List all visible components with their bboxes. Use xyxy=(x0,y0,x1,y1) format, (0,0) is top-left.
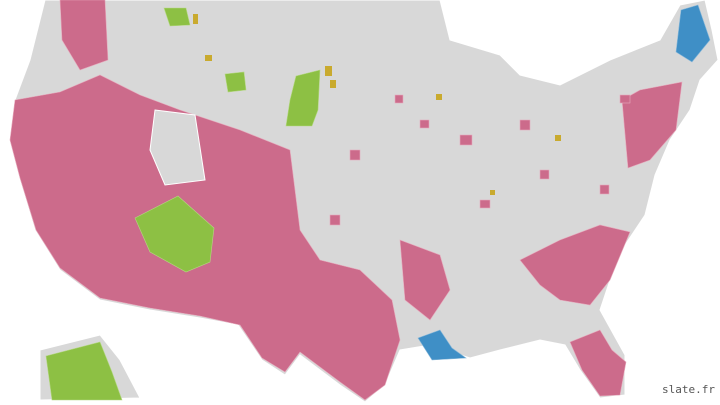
gulf-blue xyxy=(417,329,467,361)
county xyxy=(599,184,610,195)
north-green-1 xyxy=(163,7,191,27)
county xyxy=(394,94,404,104)
northeast xyxy=(621,81,683,169)
county xyxy=(329,214,341,226)
county xyxy=(436,94,442,100)
northwest-region xyxy=(59,0,109,71)
watermark: slate.fr xyxy=(662,383,715,396)
county xyxy=(619,94,631,104)
county xyxy=(519,119,531,131)
county xyxy=(479,199,491,209)
southwest-green xyxy=(134,195,215,273)
north-green-3 xyxy=(224,71,247,93)
county xyxy=(539,169,550,180)
county xyxy=(459,134,473,146)
southeast xyxy=(519,224,631,306)
county xyxy=(193,14,198,24)
county xyxy=(205,55,212,61)
florida xyxy=(569,329,627,397)
county xyxy=(330,80,336,88)
county xyxy=(490,190,495,195)
county xyxy=(349,149,361,161)
county xyxy=(419,119,430,129)
delta xyxy=(399,239,451,321)
north-green-2 xyxy=(285,69,321,127)
gold-counties xyxy=(193,14,561,195)
county xyxy=(555,135,561,141)
maine-blue xyxy=(675,4,711,63)
county xyxy=(325,66,332,76)
scattered-counties xyxy=(329,94,631,226)
alaska-green xyxy=(45,341,123,401)
utah-gap xyxy=(149,109,206,186)
